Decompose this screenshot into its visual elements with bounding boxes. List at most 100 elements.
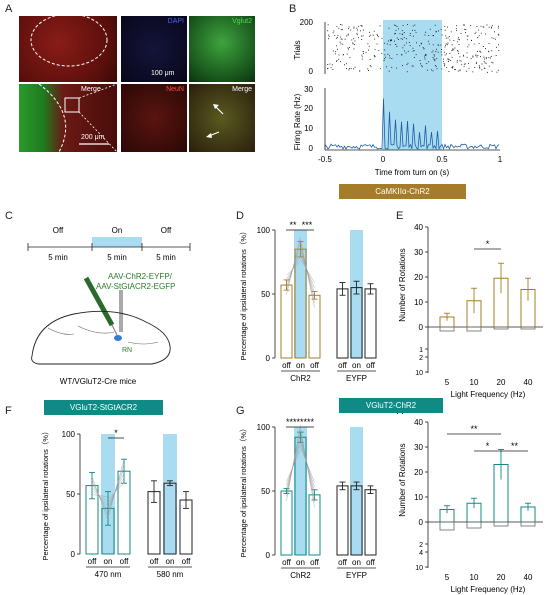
region-outline-top	[30, 16, 108, 67]
raster-spike	[463, 66, 465, 67]
raster-spike	[402, 33, 404, 35]
raster-spike	[433, 54, 435, 56]
raster-spike	[369, 31, 370, 33]
raster-spike	[432, 44, 434, 46]
raster-spike	[483, 60, 485, 62]
y-tick-label: 10	[414, 493, 423, 502]
raster-spike	[401, 53, 403, 55]
raster-spike	[421, 43, 422, 45]
raster-spike	[383, 42, 385, 44]
raster-spike	[398, 28, 399, 30]
raster-spike	[422, 47, 424, 48]
y-tick-label: 50	[261, 487, 270, 496]
tick-trials-0: 0	[309, 67, 314, 76]
raster-spike	[456, 30, 458, 31]
raster-spike	[472, 71, 474, 73]
raster-spike	[406, 71, 408, 73]
significance-label: *	[486, 441, 490, 451]
x-tick-label: on	[296, 361, 305, 370]
significance-label: **	[470, 424, 478, 434]
banner-camkii: CaMKIIα-ChR2	[339, 184, 466, 199]
raster-spike	[412, 25, 414, 27]
x-tick-label: 20	[497, 378, 506, 387]
chart-f: 100 50 0 Percentage of ipsilateral rotation…	[41, 428, 193, 579]
raster-spike	[386, 43, 388, 45]
raster-spike	[441, 34, 443, 36]
raster-spike	[448, 71, 450, 72]
raster-spike	[452, 48, 454, 50]
raster-spike	[353, 27, 355, 29]
raster-spike	[466, 35, 468, 37]
raster-spike	[456, 61, 458, 63]
raster-spike	[477, 54, 479, 56]
raster-spike	[384, 54, 386, 56]
raster-spike	[445, 35, 447, 37]
raster-spike	[428, 35, 430, 36]
raster-spike	[435, 51, 437, 53]
raster-spike	[335, 51, 336, 53]
neun-label: NeuN	[166, 86, 184, 93]
raster-spike	[455, 69, 456, 70]
raster-spike	[388, 27, 390, 29]
on-period-shading	[92, 237, 142, 247]
chart-g: 100 50 0 Percentage of ipsilateral rotation…	[239, 417, 377, 580]
raster-spike	[480, 56, 481, 57]
raster-spike	[442, 61, 444, 63]
psth-trace	[324, 98, 500, 151]
raster-spike	[455, 28, 457, 30]
raster-spike	[416, 42, 417, 44]
raster-spike	[361, 35, 362, 37]
raster-spike	[487, 71, 488, 73]
raster-spike	[390, 39, 391, 41]
significance-label: *	[486, 239, 490, 249]
raster-spike	[496, 46, 497, 48]
y-tick-label: 10	[414, 298, 423, 307]
raster-spike	[351, 39, 353, 41]
raster-spike	[368, 49, 369, 51]
raster-spike	[468, 44, 470, 46]
raster-spike	[498, 50, 500, 51]
raster-spike	[346, 53, 348, 55]
raster-spike	[434, 24, 436, 26]
raster-spike	[432, 57, 434, 59]
raster-spike	[457, 70, 459, 72]
raster-spike	[475, 63, 477, 64]
region-outline-bottom	[38, 84, 117, 152]
x-axis-label-b: Time from turn on (s)	[375, 168, 450, 177]
raster-spike	[479, 67, 481, 69]
raster-spike	[378, 36, 380, 38]
raster-spike	[450, 60, 452, 61]
x-tick-label: off	[338, 558, 348, 567]
raster-spike	[408, 42, 410, 43]
raster-spike	[414, 29, 416, 31]
raster-spike	[396, 26, 398, 27]
raster-spike	[413, 50, 415, 51]
raster-spike	[373, 30, 375, 32]
y-axis-label: Percentage of ipsilateral rotations（%）	[239, 425, 248, 558]
raster-spike	[402, 25, 404, 26]
raster-spike	[448, 59, 450, 61]
raster-spike	[464, 63, 466, 65]
raster-spike	[415, 31, 417, 33]
raster-spike	[476, 26, 478, 27]
x-tick-label: on	[296, 558, 305, 567]
subject-line	[286, 449, 301, 482]
raster-spike	[411, 65, 413, 67]
raster-spike	[413, 57, 415, 58]
raster-spike	[445, 44, 446, 46]
y-tick-label: 0	[419, 323, 424, 332]
arrow-icons	[206, 104, 224, 138]
subject-line	[286, 251, 301, 284]
raster-spike	[470, 25, 472, 26]
raster-spike	[354, 40, 356, 42]
raster-spike	[420, 63, 422, 65]
y-axis-label: Percentage of ipsilateral rotations（%）	[41, 428, 50, 561]
psth-plot	[324, 98, 500, 151]
significance-label: ***	[302, 220, 313, 230]
y-tick-label: 30	[414, 248, 423, 257]
raster-spike	[493, 37, 495, 39]
raster-spike	[466, 52, 468, 54]
raster-spike	[467, 35, 469, 37]
bar-contralateral	[466, 521, 482, 529]
raster-spike	[393, 24, 395, 26]
